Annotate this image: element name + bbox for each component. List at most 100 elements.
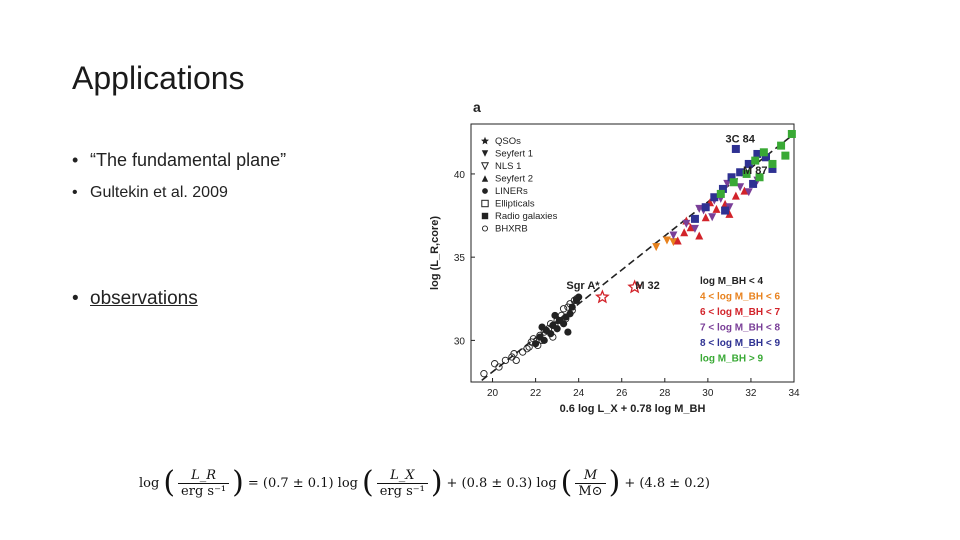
data-point [559, 305, 568, 313]
x-tick-label: 24 [573, 388, 585, 399]
y-tick-label: 35 [454, 253, 466, 264]
mass-legend-label: log M_BH > 9 [700, 354, 764, 365]
data-point [523, 345, 531, 353]
x-tick-label: 20 [487, 388, 499, 399]
y-axis-label: log (L_R,core) [429, 216, 441, 290]
data-point [480, 370, 488, 378]
data-point [510, 350, 518, 358]
mass-legend-label: 6 < log M_BH < 7 [700, 307, 780, 318]
data-point [731, 191, 740, 200]
data-point [532, 340, 540, 348]
legend-label: Ellipticals [495, 199, 535, 210]
chart-annotation: M 32 [635, 280, 659, 292]
data-point [759, 148, 768, 157]
data-point [762, 153, 771, 162]
paren-close: ) [608, 465, 621, 500]
data-point [538, 323, 546, 331]
data-point [575, 293, 583, 301]
paren-close: ) [232, 465, 244, 500]
frac-lx-den: erg s⁻¹ [376, 482, 428, 499]
x-tick-label: 34 [788, 388, 800, 399]
data-point [553, 325, 561, 333]
legend-label: Radio galaxies [495, 211, 558, 222]
frac-m: M M⊙ [575, 467, 606, 499]
legend-label: Seyfert 2 [495, 174, 533, 185]
plot-frame [470, 123, 795, 383]
paren-open: ( [163, 465, 176, 500]
data-point [669, 231, 678, 240]
data-point [673, 236, 682, 245]
formula-constant: + (4.8 ± 0.2) [624, 475, 710, 491]
data-point [753, 149, 762, 158]
data-point [547, 330, 555, 338]
formula-coef-x: = (0.7 ± 0.1) log [247, 475, 358, 491]
data-point [686, 223, 695, 232]
legend-marker [481, 150, 489, 157]
data-point [662, 236, 671, 245]
bullet-text: “The fundamental plane” [90, 150, 287, 170]
data-point [710, 193, 719, 202]
legend-marker [482, 188, 488, 194]
data-point [781, 151, 790, 160]
frac-lr: L_R erg s⁻¹ [178, 467, 230, 499]
data-point [742, 169, 751, 178]
data-point [777, 141, 786, 150]
data-point [751, 156, 760, 165]
data-point [731, 144, 740, 153]
chart-annotation: Sgr A* [566, 280, 600, 292]
legend-marker [481, 212, 489, 220]
data-point [594, 289, 610, 304]
data-point [669, 238, 678, 247]
data-point [695, 231, 704, 240]
legend-label: Seyfert 1 [495, 149, 533, 160]
x-tick-label: 22 [530, 388, 542, 399]
bullet-marker: • [72, 288, 79, 309]
data-point [712, 204, 721, 213]
chart-annotation: 3C 84 [725, 133, 755, 145]
frac-m-num: M [583, 467, 598, 483]
fundamental-plane-equation: log ( L_R erg s⁻¹ ) = (0.7 ± 0.1) log ( … [136, 462, 713, 504]
data-point [551, 311, 559, 320]
paren-close: ) [430, 465, 443, 500]
frac-lr-num: L_R [191, 467, 217, 483]
data-point [768, 159, 777, 168]
chart-annotation: M 87 [743, 165, 767, 177]
paren-open: ( [560, 465, 573, 500]
y-tick-label: 30 [454, 336, 466, 347]
legend-label: BHXRB [495, 224, 528, 235]
bullet-observations[interactable]: • observations [72, 288, 198, 310]
data-point [627, 279, 643, 294]
data-point [701, 203, 710, 212]
data-point [690, 224, 699, 233]
data-point [727, 173, 736, 182]
x-tick-label: 26 [616, 388, 628, 399]
x-tick-label: 30 [702, 388, 714, 399]
mass-legend-label: log M_BH < 4 [700, 276, 764, 287]
observations-link[interactable]: observations [90, 288, 198, 309]
legend-marker [480, 162, 490, 171]
data-point [744, 188, 753, 197]
slide-title: Applications [72, 60, 245, 96]
data-point [701, 213, 710, 222]
data-point [787, 129, 796, 138]
data-point [495, 363, 503, 371]
x-tick-label: 32 [745, 388, 757, 399]
data-point [501, 356, 510, 365]
bullet-text: Gultekin et al. 2009 [90, 184, 228, 201]
data-point [682, 219, 691, 228]
bullet-fundamental-plane: • “The fundamental plane” [72, 150, 286, 171]
bullet-marker: • [72, 150, 79, 170]
y-tick-label: 40 [454, 170, 466, 181]
data-point [695, 204, 704, 213]
data-point [725, 209, 734, 218]
data-point [736, 183, 745, 192]
mass-legend-label: 7 < log M_BH < 8 [700, 323, 780, 334]
data-point [725, 203, 734, 212]
formula-coef-m: + (0.8 ± 0.3) log [446, 475, 557, 491]
data-point [559, 320, 568, 328]
legend-marker [481, 225, 489, 232]
legend-label: QSOs [495, 136, 521, 147]
data-point [564, 328, 572, 336]
fundamental-plane-chart: a 20 22 24 26 28 30 32 34 30 35 40 0.6 log L_X + 0.7… [429, 99, 800, 415]
data-point [768, 164, 777, 173]
